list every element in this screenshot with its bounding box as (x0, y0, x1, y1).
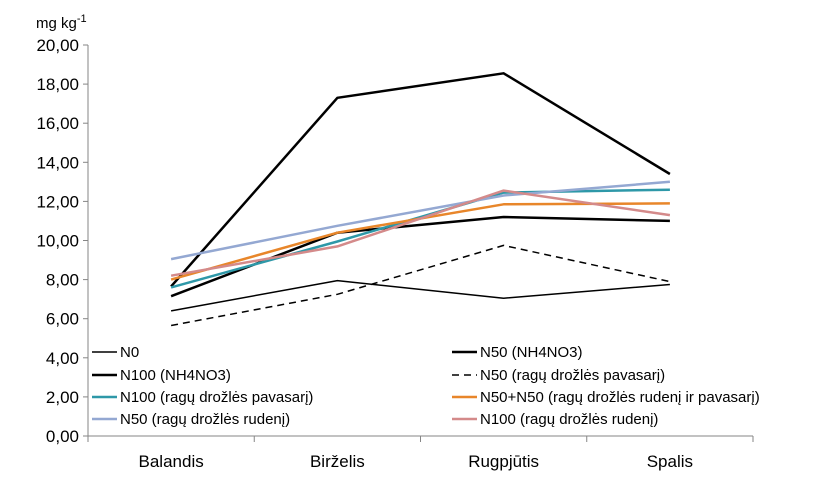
legend-label: N50 (NH4NO3) (480, 344, 583, 361)
series-line-n50-ragu-drozles-pavasari (170, 244, 671, 327)
y-axis-unit-text: mg kg (36, 15, 77, 32)
series-line-n100-ragu-drozles-pavasari (170, 188, 670, 289)
y-tick-label: 2,00 (46, 388, 79, 407)
legend-label: N100 (ragų drožlės pavasarį) (120, 389, 313, 406)
y-axis-unit-label: mg kg-1 (36, 13, 87, 32)
y-tick-label: 14,00 (36, 153, 79, 172)
series-line-n100-nh4no3 (170, 72, 671, 288)
x-category-label: Rugpjūtis (468, 452, 539, 471)
x-category-label: Spalis (647, 452, 693, 471)
legend-label: N100 (ragų drožlės rudenį) (480, 411, 658, 428)
x-category-label: Balandis (139, 452, 204, 471)
y-tick-label: 8,00 (46, 271, 79, 290)
y-tick-label: 16,00 (36, 114, 79, 133)
series-lines (170, 72, 671, 327)
y-axis-unit-superscript: -1 (77, 13, 87, 25)
y-tick-label: 6,00 (46, 310, 79, 329)
y-tick-label: 12,00 (36, 192, 79, 211)
legend-label: N50 (ragų drožlės pavasarį) (480, 367, 665, 384)
series-line-n50-nh4no3 (170, 215, 670, 298)
y-tick-label: 20,00 (36, 36, 79, 55)
legend-label: N50 (ragų drožlės rudenį) (120, 411, 290, 428)
y-tick-label: 4,00 (46, 349, 79, 368)
y-tick-label: 10,00 (36, 232, 79, 251)
legend: N0 N50 (NH4NO3) N100 (NH4NO3) N50 (ragų dro… (92, 344, 760, 428)
y-tick-label: 0,00 (46, 427, 79, 446)
series-line-n0 (170, 279, 670, 312)
legend-label: N50+N50 (ragų drožlės rudenį ir pavasarį… (480, 389, 760, 406)
legend-label: N100 (NH4NO3) (120, 367, 231, 384)
x-category-label: Birželis (310, 452, 365, 471)
y-tick-label: 18,00 (36, 75, 79, 94)
legend-label: N0 (120, 344, 139, 361)
series-line-n50-ragu-drozles-rudeni (170, 180, 671, 261)
series-line-n100-ragu-drozles-rudeni (170, 189, 671, 277)
